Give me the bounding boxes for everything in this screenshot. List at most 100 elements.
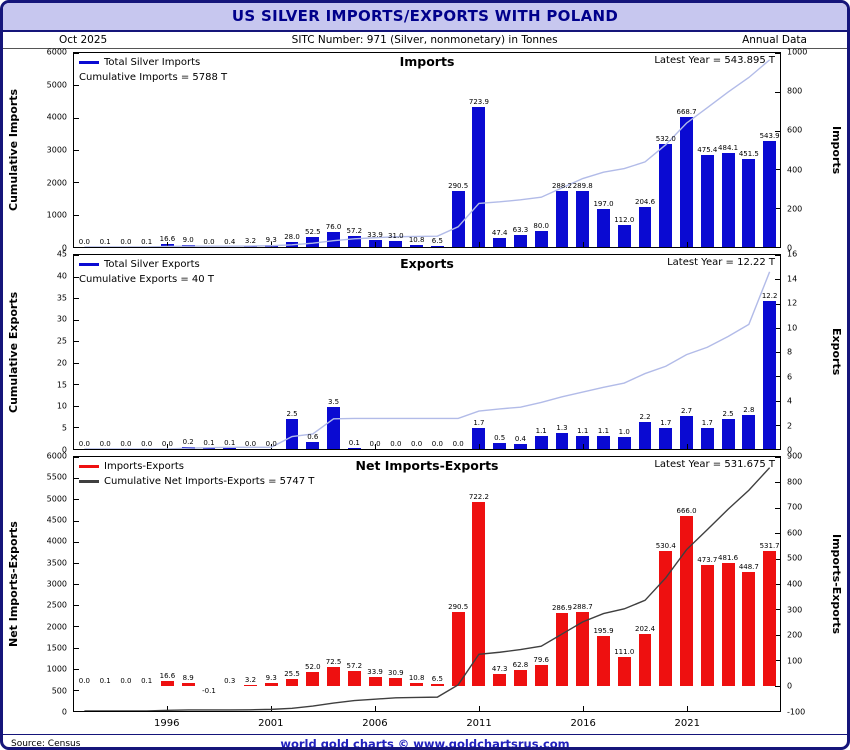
left-axis-tick-label: 5000 bbox=[46, 80, 67, 90]
bar-value-label: 0.0 bbox=[78, 238, 90, 246]
right-axis-tick bbox=[775, 208, 780, 210]
bar-value-label: 289.8 bbox=[572, 181, 593, 190]
frequency-label: Annual Data bbox=[742, 34, 807, 46]
bar-value-label: 0.0 bbox=[390, 440, 402, 448]
imports-left-axis-title: Cumulative Imports bbox=[7, 88, 20, 212]
left-axis-tick bbox=[74, 214, 79, 216]
right-axis-tick-label: 200 bbox=[787, 204, 803, 214]
bar bbox=[514, 234, 527, 247]
right-axis-tick bbox=[775, 660, 780, 662]
bar bbox=[161, 681, 174, 686]
left-axis-tick-label: 500 bbox=[51, 686, 67, 696]
left-axis-tick bbox=[74, 626, 79, 628]
imports-panel: Cumulative Imports 0 1000 2000 3000 4000 5000… bbox=[7, 48, 843, 253]
imports-right-ticks: 0 200 400 600 800 1000 bbox=[783, 48, 825, 253]
bar bbox=[638, 207, 652, 247]
bar-value-label: 1.7 bbox=[660, 419, 672, 428]
legend-label: Cumulative Net Imports-Exports = 5747 T bbox=[104, 476, 315, 487]
bar-value-label: 72.5 bbox=[325, 658, 342, 667]
bar bbox=[763, 301, 777, 449]
bar-value-label: 111.0 bbox=[614, 648, 635, 657]
right-axis-tick-label: 400 bbox=[787, 579, 803, 589]
legend-swatch bbox=[79, 465, 99, 468]
legend-swatch bbox=[79, 263, 99, 266]
bar bbox=[285, 679, 299, 686]
bar-value-label: 6.5 bbox=[431, 236, 443, 245]
left-axis-tick bbox=[74, 298, 79, 300]
bar bbox=[721, 153, 735, 247]
left-axis-tick bbox=[74, 85, 79, 87]
bar-value-label: 204.6 bbox=[634, 198, 656, 207]
right-axis-tick-label: 4 bbox=[787, 396, 793, 406]
bar-value-label: 1.1 bbox=[535, 426, 547, 435]
left-axis-tick bbox=[74, 341, 79, 343]
bar-value-label: 10.8 bbox=[408, 673, 425, 682]
right-axis-tick-label: 0 bbox=[787, 681, 793, 691]
bar-value-label: 30.9 bbox=[388, 668, 404, 677]
legend-label: Cumulative Exports = 40 T bbox=[79, 274, 214, 285]
left-axis-tick bbox=[74, 150, 79, 151]
left-axis-tick bbox=[74, 668, 79, 670]
bar-value-label: 9.3 bbox=[265, 236, 277, 245]
bar bbox=[285, 241, 299, 247]
bar-value-label: 25.5 bbox=[284, 670, 300, 679]
exports-legend: Total Silver Exports Cumulative Exports =… bbox=[79, 257, 214, 287]
bar bbox=[472, 502, 486, 686]
right-axis-tick bbox=[775, 53, 780, 54]
bar bbox=[617, 657, 631, 686]
bar bbox=[742, 415, 756, 449]
bar bbox=[763, 550, 777, 686]
right-axis-tick bbox=[775, 482, 780, 484]
bar-value-label: 2.5 bbox=[286, 409, 298, 418]
left-axis-tick bbox=[74, 449, 79, 450]
right-axis-tick-label: 8 bbox=[787, 347, 793, 357]
legend-label: Cumulative Imports = 5788 T bbox=[79, 72, 228, 83]
bar-value-label: 288.7 bbox=[572, 603, 593, 612]
bar-value-label: 484.1 bbox=[718, 144, 739, 153]
bar-value-label: 3.2 bbox=[244, 237, 257, 246]
bar-value-label: 0.0 bbox=[120, 238, 132, 246]
bar-value-label: 10.8 bbox=[408, 235, 425, 244]
bar-value-label: 47.3 bbox=[491, 664, 508, 673]
bar-value-label: 9.0 bbox=[182, 236, 194, 245]
x-axis-tick bbox=[686, 444, 688, 449]
imports-plot: Total Silver Imports Cumulative Imports =… bbox=[73, 52, 781, 248]
bar-value-label: 1.1 bbox=[577, 426, 589, 435]
right-axis-tick-label: 1000 bbox=[787, 47, 808, 57]
x-axis-tick bbox=[167, 706, 169, 711]
bar-value-label: 1.1 bbox=[597, 426, 610, 435]
bar bbox=[597, 208, 610, 247]
bar bbox=[181, 446, 195, 449]
bar-value-label: 80.0 bbox=[533, 222, 549, 231]
bar-value-label: 2.7 bbox=[680, 407, 693, 416]
bar bbox=[410, 682, 424, 686]
right-axis-tick bbox=[775, 507, 780, 509]
bar-value-label: 531.7 bbox=[759, 541, 780, 550]
legend-swatch bbox=[79, 61, 99, 64]
bar bbox=[181, 245, 195, 247]
bar-value-label: 47.4 bbox=[491, 228, 508, 237]
x-axis-year-label: 2011 bbox=[466, 718, 492, 729]
x-axis-tick bbox=[686, 242, 688, 247]
net-latest-value: Latest Year = 531.675 T bbox=[654, 459, 775, 470]
bar bbox=[472, 106, 486, 247]
bar-value-label: 0.1 bbox=[141, 676, 153, 685]
left-axis-tick bbox=[74, 584, 79, 585]
bar-value-label: 0.0 bbox=[369, 440, 381, 448]
bar-value-label: 112.0 bbox=[614, 216, 635, 225]
right-axis-tick bbox=[775, 424, 780, 426]
bar bbox=[742, 571, 756, 686]
bar bbox=[597, 435, 610, 449]
right-axis-tick bbox=[775, 634, 780, 636]
bar-value-label: 0.1 bbox=[99, 237, 111, 246]
right-axis-tick-label: 0 bbox=[787, 445, 793, 455]
net-panel: Net Imports-Exports 0 500 1000 1500 2000 2500… bbox=[7, 452, 843, 717]
right-axis-tick-label: -100 bbox=[787, 707, 806, 717]
left-axis-tick-label: 1500 bbox=[46, 643, 67, 653]
x-axis-year-label: 2001 bbox=[258, 718, 284, 729]
legend-label: Imports-Exports bbox=[104, 461, 184, 472]
left-axis-tick-label: 0 bbox=[61, 243, 67, 253]
right-axis-tick bbox=[775, 247, 780, 248]
bar-value-label: 668.7 bbox=[676, 108, 697, 117]
